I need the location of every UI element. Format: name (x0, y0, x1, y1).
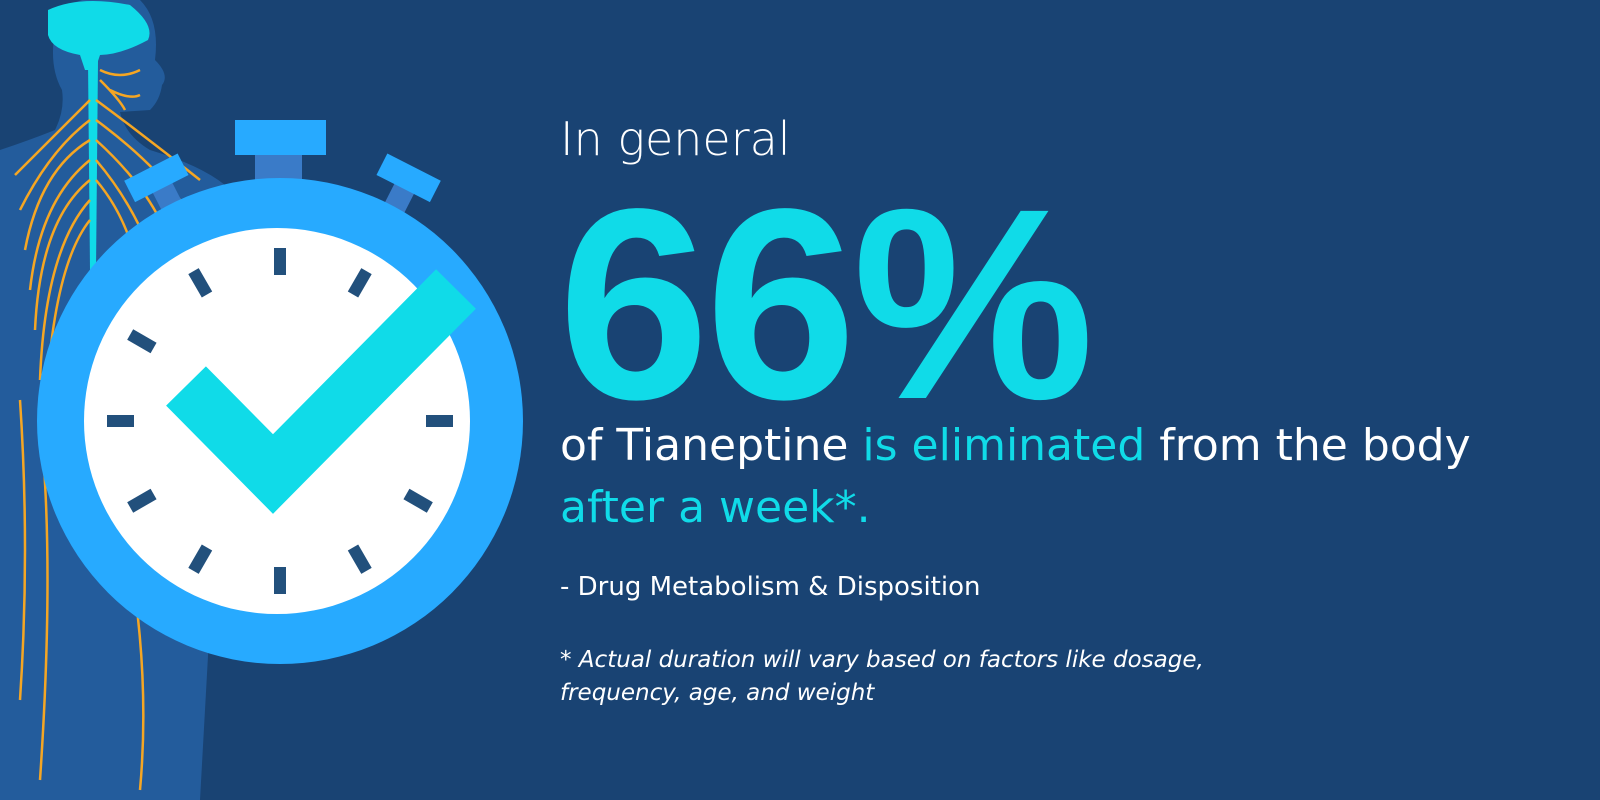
checkmark-icon (166, 269, 476, 514)
stopwatch-icon (37, 120, 523, 664)
footnote-line: * Actual duration will vary based on fac… (560, 647, 1204, 673)
footnote: * Actual duration will vary based on fac… (560, 644, 1204, 710)
clock-tick (347, 544, 372, 574)
illustration (0, 0, 523, 800)
headline-text: of Tianeptine (560, 420, 863, 471)
headline-line-2: after a week*. (560, 482, 871, 533)
headline-highlight: is eliminated (862, 420, 1146, 471)
source-citation: - Drug Metabolism & Disposition (560, 572, 981, 602)
clock-tick (127, 329, 157, 354)
clock-tick (426, 415, 453, 427)
clock-tick (127, 488, 157, 513)
clock-tick (188, 268, 213, 298)
clock-tick (347, 268, 372, 298)
intro-text: In general (560, 112, 791, 166)
clock-tick (188, 544, 213, 574)
footnote-line: frequency, age, and weight (560, 680, 875, 706)
clock-tick (274, 567, 286, 594)
clock-tick (107, 415, 134, 427)
clock-tick (274, 248, 286, 275)
headline-line-1: of Tianeptine is eliminated from the bod… (560, 420, 1471, 471)
headline-text: from the body (1145, 420, 1471, 471)
clock-tick (403, 488, 433, 513)
stat-value: 66% (558, 152, 1094, 456)
